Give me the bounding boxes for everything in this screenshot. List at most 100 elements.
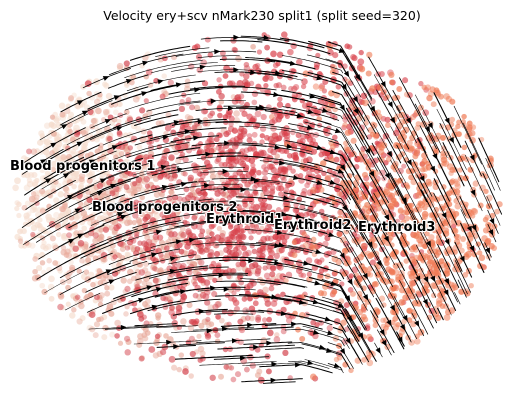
streamline-arrowhead — [247, 322, 254, 328]
cell-point — [188, 335, 195, 342]
streamline — [196, 156, 236, 159]
cell-point — [108, 284, 115, 291]
cell-point — [111, 270, 119, 277]
cell-point — [369, 259, 376, 266]
cell-point — [169, 304, 176, 311]
cell-point — [232, 171, 239, 178]
streamline — [109, 220, 181, 242]
streamline-arrowhead — [233, 67, 240, 73]
streamline-arrowhead — [120, 324, 127, 331]
cell-point — [290, 129, 296, 136]
streamline-arrowhead — [110, 183, 117, 189]
streamline — [36, 222, 70, 243]
cell-point — [104, 290, 111, 297]
cell-point — [454, 183, 461, 190]
cell-point — [318, 151, 325, 158]
cell-point — [192, 281, 198, 287]
streamline-arrowhead — [111, 166, 118, 172]
cell-point — [180, 170, 186, 176]
streamline-arrowhead — [255, 105, 262, 111]
streamline-arrowhead — [173, 120, 180, 126]
cell-point — [125, 203, 132, 210]
streamline-arrowhead — [146, 285, 153, 291]
cell-point — [176, 203, 183, 210]
streamline — [25, 179, 76, 210]
cell-point — [115, 204, 122, 211]
cell-point — [228, 149, 235, 155]
cell-point — [350, 290, 356, 297]
streamline — [373, 228, 395, 266]
cell-point — [132, 189, 138, 195]
cell-point — [257, 214, 265, 222]
cell-point — [366, 265, 373, 272]
cell-point — [51, 160, 58, 168]
cell-point — [429, 219, 437, 227]
streamline-arrowhead — [77, 233, 84, 239]
streamline-arrowhead — [353, 108, 359, 115]
cell-point — [122, 288, 129, 295]
cell-point — [371, 242, 378, 249]
cell-point — [106, 210, 112, 216]
streamline — [328, 140, 376, 203]
cell-point — [179, 124, 186, 130]
cell-point — [215, 156, 222, 163]
cell-point — [71, 307, 77, 313]
cell-point — [247, 146, 253, 153]
cell-point — [238, 228, 245, 234]
cell-point — [59, 111, 66, 118]
cell-point — [310, 148, 318, 155]
cell-point — [270, 300, 278, 307]
streamline — [332, 174, 374, 231]
cell-point — [327, 49, 334, 56]
cell-point — [196, 259, 203, 265]
cell-point — [281, 227, 288, 234]
streamline — [351, 173, 388, 235]
cell-point — [148, 346, 156, 353]
cell-point — [251, 90, 259, 98]
cell-point — [14, 200, 20, 206]
streamline-arrowhead — [253, 178, 261, 184]
cell-point — [50, 167, 57, 174]
streamline-arrowhead — [274, 144, 281, 150]
cluster-label-erythroid2: Erythroid2 — [274, 218, 351, 233]
streamline-arrowhead — [203, 182, 211, 189]
streamline-arrowhead — [397, 336, 403, 344]
cell-point — [223, 210, 230, 217]
cell-point — [337, 209, 344, 216]
cell-point — [165, 173, 171, 179]
cell-point — [214, 332, 221, 339]
cell-point — [237, 274, 243, 281]
cell-point — [175, 305, 183, 312]
cell-point — [387, 230, 394, 237]
streamline — [215, 121, 274, 126]
cell-point — [315, 52, 321, 58]
cell-point — [179, 151, 186, 158]
cell-point — [222, 346, 229, 353]
cell-point — [255, 314, 262, 321]
streamline-arrowhead — [270, 377, 277, 383]
cell-point — [86, 196, 93, 204]
cell-point — [309, 373, 317, 381]
cell-point — [310, 186, 317, 194]
cell-point — [65, 284, 71, 291]
cell-point — [300, 272, 307, 279]
cell-point — [242, 251, 249, 258]
cell-point — [238, 326, 246, 334]
cell-point — [138, 355, 145, 362]
cell-point — [430, 282, 438, 289]
cell-point — [163, 245, 170, 252]
cell-point — [357, 190, 363, 196]
cell-point — [403, 215, 410, 222]
cell-point — [261, 317, 268, 323]
streamline-arrowhead — [414, 320, 420, 327]
cell-point — [268, 114, 275, 120]
cell-point — [116, 131, 123, 138]
streamline — [214, 86, 277, 91]
cell-point — [160, 155, 168, 163]
cell-point — [39, 208, 46, 215]
cell-point — [269, 185, 276, 191]
cell-point — [97, 280, 104, 286]
cell-point — [448, 170, 454, 176]
streamline-arrowhead — [339, 104, 345, 111]
